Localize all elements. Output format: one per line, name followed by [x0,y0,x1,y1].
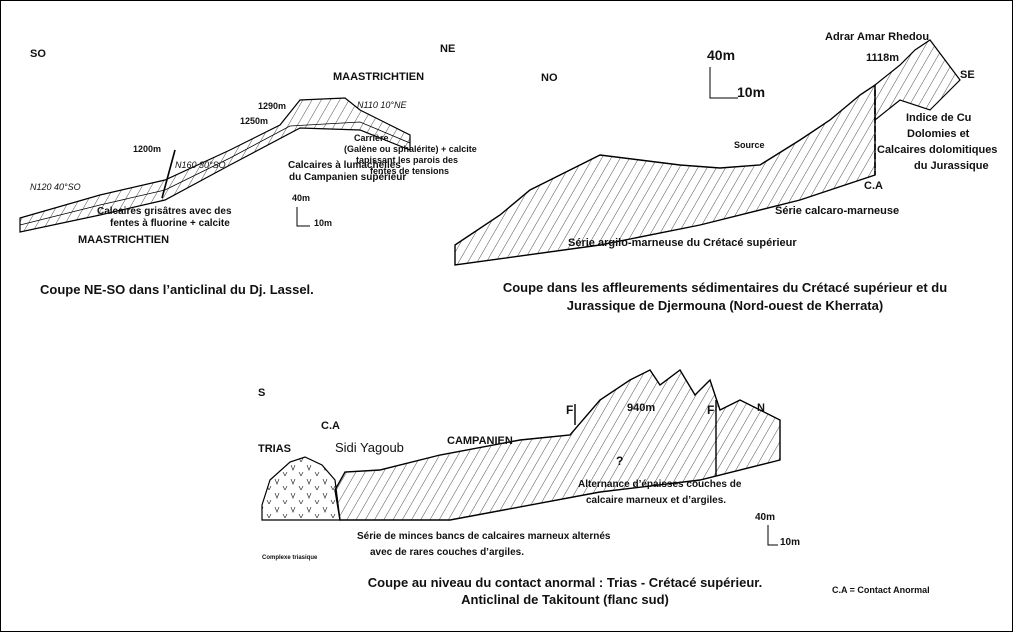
label: Source [734,140,765,150]
label: N160 30°SO [175,160,226,170]
label: ? [616,454,623,468]
label: 1290m [258,101,286,111]
label: calcaire marneux et d’argiles. [586,495,726,506]
label: (Galène ou sphalérite) + calcite [344,144,477,154]
label: TRIAS [258,443,291,455]
label: Dolomies et [907,128,970,140]
label: SE [960,69,975,81]
label: 40m [755,512,775,523]
label: NO [541,72,558,84]
label: 940m [627,402,655,414]
caption: Anticlinal de Takitount (flanc sud) [461,592,669,607]
label: S [258,387,265,399]
label: CAMPANIEN [447,435,513,447]
label: Carrière [354,133,389,143]
label: Calcaires dolomitiques [877,144,997,156]
label: C.A [321,420,340,432]
label: Calcaires grisâtres avec des [97,206,232,217]
label: N120 40°SO [30,182,81,192]
label: F [566,403,573,417]
label: MAASTRICHTIEN [78,234,169,246]
legend: C.A = Contact Anormal [832,585,930,595]
label: Adrar Amar Rhedou [825,31,929,43]
label: N [757,402,765,414]
diagram: SO NE MAASTRICHTIEN 1290m N110 10°NE 125… [0,0,1013,632]
label: F [707,403,714,417]
caption: Coupe dans les affleurements sédimentair… [503,280,947,295]
label: 1200m [133,144,161,154]
label: N110 10°NE [357,100,407,110]
label: du Jurassique [914,160,989,172]
label: Calcaires à lumachelles [288,160,401,171]
label: Série argilo-marneuse du Crétacé supérie… [568,237,797,249]
label: avec de rares couches d’argiles. [370,547,524,558]
label: Indice de Cu [906,112,971,124]
label: 10m [737,84,765,100]
label: Série de minces bancs de calcaires marne… [357,531,611,542]
label: 10m [314,218,332,228]
label: du Campanien supérieur [289,172,406,183]
label: MAASTRICHTIEN [333,71,424,83]
label: Complexe triasique [262,555,318,561]
label: 10m [780,537,800,548]
caption: Coupe NE-SO dans l’anticlinal du Dj. Las… [40,282,314,297]
label: NE [440,43,455,55]
caption: Coupe au niveau du contact anormal : Tri… [368,575,762,590]
caption: Jurassique de Djermouna (Nord-ouest de K… [567,298,883,313]
label: 1250m [240,116,268,126]
label: Sidi Yagoub [335,440,404,455]
label: 1118m [866,52,899,64]
label: C.A [864,180,883,192]
label: Série calcaro-marneuse [775,205,899,217]
label: 40m [292,193,310,203]
label: SO [30,48,46,60]
label: 40m [707,47,735,63]
label: fentes à fluorine + calcite [110,218,230,229]
label: Alternance d’épaisses couches de [578,479,742,490]
